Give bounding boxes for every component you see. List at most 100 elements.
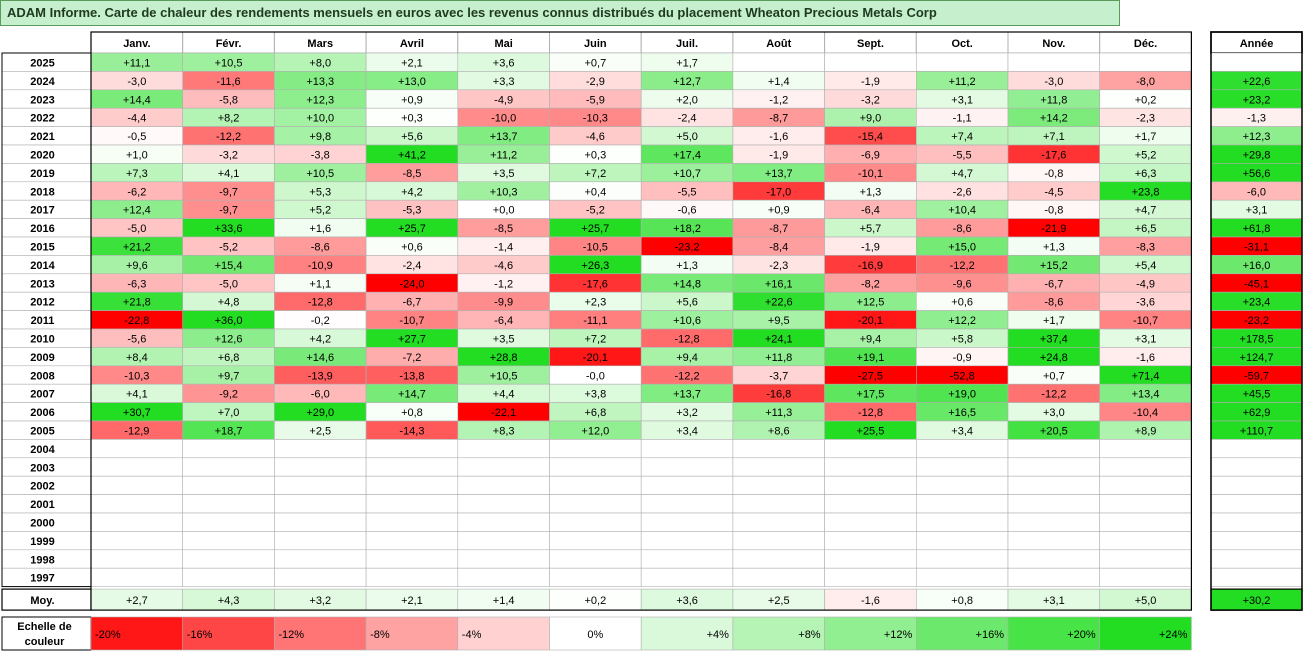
cell-value: -12,9 (124, 426, 149, 438)
heat-cell (457, 457, 550, 477)
cell-value: -8,6 (311, 242, 330, 254)
cell-value: -10,0 (491, 113, 516, 125)
cell-value: +5,0 (676, 131, 698, 143)
year-label: 2019 (30, 168, 54, 180)
annual-value: +110,7 (1240, 426, 1273, 438)
cell-value: -8,0 (1136, 76, 1155, 88)
annual-value: -45,1 (1244, 278, 1269, 290)
cell-value: +16,1 (765, 278, 793, 290)
cell-value: +12,3 (306, 94, 334, 106)
color-scale-label-value: +24% (1159, 629, 1188, 641)
cell-value: +9,6 (126, 260, 148, 272)
cell-value: -12,2 (950, 260, 975, 272)
heat-cell (824, 531, 917, 551)
cell-value: -5,6 (127, 334, 146, 346)
heat-cell (457, 439, 550, 459)
cell-value: -24,0 (399, 278, 424, 290)
cell-value: -12,2 (216, 131, 241, 143)
cell-value: -3,8 (311, 150, 330, 162)
cell-value: -0,0 (586, 370, 605, 382)
color-scale-label-value: -4% (462, 629, 482, 641)
cell-value: +8,6 (768, 426, 790, 438)
heat-cell (915, 475, 1009, 495)
heat-cell (182, 457, 275, 477)
cell-value: +25,5 (857, 426, 885, 438)
year-label: 1997 (30, 573, 54, 585)
heat-cell (824, 52, 917, 72)
cell-value: +10,4 (948, 205, 976, 217)
cell-value: +0,4 (584, 186, 606, 198)
average-value: +2,1 (401, 595, 423, 607)
heat-cell (1099, 549, 1192, 569)
color-scale-label-value: +8% (798, 629, 821, 641)
cell-value: -0,8 (1044, 168, 1063, 180)
cell-value: -8,7 (769, 223, 788, 235)
color-scale-label-value: +12% (884, 629, 913, 641)
cell-value: +2,0 (676, 94, 698, 106)
cell-value: +2,5 (309, 426, 331, 438)
annual-value: -6,0 (1247, 186, 1266, 198)
average-value: +2,5 (768, 595, 790, 607)
heat-cell (640, 549, 734, 569)
heat-cell (1007, 512, 1100, 532)
heat-cell (457, 475, 550, 495)
cell-value: +1,7 (1135, 131, 1157, 143)
cell-value: -6,0 (311, 389, 330, 401)
cell-value: -3,0 (127, 76, 146, 88)
year-label: 2009 (30, 352, 54, 364)
annual-value: +23,4 (1243, 297, 1271, 309)
annual-value: +124,7 (1240, 352, 1274, 364)
cell-value: +10,5 (490, 370, 518, 382)
cell-value: -6,4 (494, 315, 513, 327)
cell-value: -8,6 (1044, 297, 1063, 309)
annual-value: +16,0 (1243, 260, 1271, 272)
cell-value: +1,3 (1043, 242, 1065, 254)
color-scale-swatch (365, 616, 459, 651)
heat-cell (1099, 512, 1192, 532)
cell-value: +3,8 (584, 389, 606, 401)
heat-cell (274, 531, 367, 551)
heat-cell (274, 475, 367, 495)
cell-value: -16,8 (766, 389, 791, 401)
column-header: Oct. (951, 38, 972, 50)
year-label: 2002 (30, 481, 54, 493)
cell-value: +1,0 (126, 150, 148, 162)
year-label: 2003 (30, 462, 54, 474)
year-label: 2021 (30, 131, 54, 143)
average-label: Moy. (30, 595, 54, 607)
color-scale-label-value: +20% (1067, 629, 1096, 641)
cell-value: +13,0 (398, 76, 426, 88)
cell-value: -4,4 (127, 113, 146, 125)
color-scale-label-cell (1, 616, 92, 651)
heat-cell (915, 531, 1009, 551)
cell-value: +0,7 (584, 58, 606, 70)
annual-cell (1210, 494, 1303, 514)
cell-value: +30,7 (123, 407, 151, 419)
cell-value: -10,4 (1133, 407, 1158, 419)
heat-cell (90, 439, 183, 459)
cell-value: +11,2 (949, 76, 976, 88)
cell-value: -5,5 (678, 186, 697, 198)
cell-value: +17,4 (673, 150, 701, 162)
cell-value: -12,8 (858, 407, 883, 419)
heat-cell (824, 457, 917, 477)
cell-value: +4,2 (309, 334, 331, 346)
annual-frame (1210, 31, 1303, 611)
heat-cell (1007, 531, 1100, 551)
cell-value: +13,7 (765, 168, 793, 180)
heat-cell (182, 439, 275, 459)
cell-value: -2,3 (1136, 113, 1155, 125)
heat-cell (824, 439, 917, 459)
cell-value: -23,2 (675, 242, 700, 254)
annual-value: +12,3 (1243, 131, 1271, 143)
color-scale-label-value: -12% (278, 629, 304, 641)
average-value: -1,6 (861, 595, 880, 607)
cell-value: -5,2 (219, 242, 238, 254)
heat-cell (824, 567, 917, 587)
cell-value: +12,7 (673, 76, 701, 88)
color-scale-swatch (824, 616, 917, 651)
year-label: 2008 (30, 370, 54, 382)
cell-value: +4,7 (1135, 205, 1157, 217)
cell-value: -1,2 (494, 278, 513, 290)
